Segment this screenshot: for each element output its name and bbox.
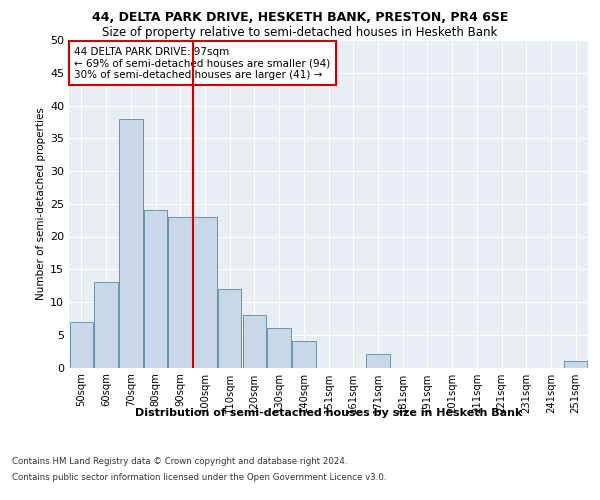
Bar bbox=[119, 118, 143, 368]
Bar bbox=[366, 354, 389, 368]
Bar bbox=[292, 342, 316, 367]
Text: Distribution of semi-detached houses by size in Hesketh Bank: Distribution of semi-detached houses by … bbox=[135, 408, 523, 418]
Bar bbox=[242, 315, 266, 368]
Bar bbox=[70, 322, 93, 368]
Bar bbox=[94, 282, 118, 368]
Text: 44, DELTA PARK DRIVE, HESKETH BANK, PRESTON, PR4 6SE: 44, DELTA PARK DRIVE, HESKETH BANK, PRES… bbox=[92, 11, 508, 24]
Y-axis label: Number of semi-detached properties: Number of semi-detached properties bbox=[36, 108, 46, 300]
Text: Contains public sector information licensed under the Open Government Licence v3: Contains public sector information licen… bbox=[12, 472, 386, 482]
Bar bbox=[564, 361, 587, 368]
Bar bbox=[268, 328, 291, 368]
Bar bbox=[144, 210, 167, 368]
Text: Contains HM Land Registry data © Crown copyright and database right 2024.: Contains HM Land Registry data © Crown c… bbox=[12, 458, 347, 466]
Bar bbox=[193, 217, 217, 368]
Bar bbox=[169, 217, 192, 368]
Text: 44 DELTA PARK DRIVE: 97sqm
← 69% of semi-detached houses are smaller (94)
30% of: 44 DELTA PARK DRIVE: 97sqm ← 69% of semi… bbox=[74, 46, 331, 80]
Bar bbox=[218, 289, 241, 368]
Text: Size of property relative to semi-detached houses in Hesketh Bank: Size of property relative to semi-detach… bbox=[103, 26, 497, 39]
